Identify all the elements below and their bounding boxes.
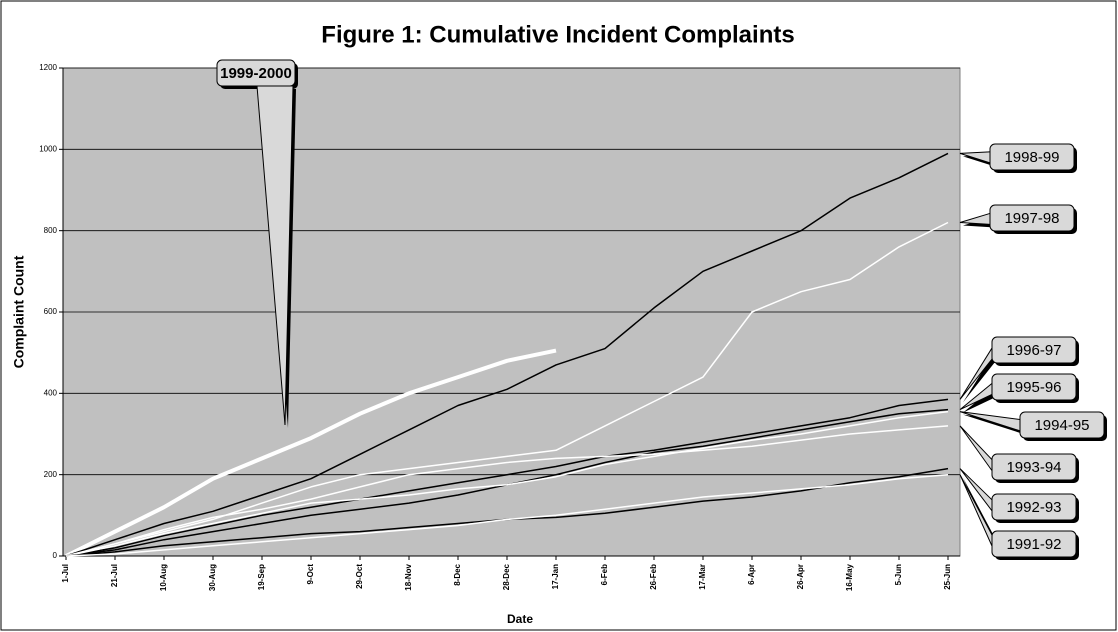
x-tick-label: 18-Nov: [404, 563, 413, 590]
x-tick-label: 6-Feb: [600, 564, 609, 585]
y-axis-label: Complaint Count: [11, 255, 27, 368]
callout-label: 1998-99: [1004, 149, 1059, 166]
y-tick-label: 1000: [39, 144, 57, 153]
callout-label: 1994-95: [1034, 417, 1089, 434]
x-tick-label: 29-Oct: [355, 564, 364, 589]
x-tick-label: 17-Mar: [698, 564, 707, 590]
callout-label: 1996-97: [1006, 342, 1061, 359]
x-tick-label: 21-Jul: [110, 564, 119, 587]
x-tick-label: 8-Dec: [453, 563, 462, 585]
y-tick-label: 600: [44, 307, 58, 316]
x-tick-label: 6-Apr: [747, 564, 756, 585]
x-tick-label: 25-Jun: [943, 564, 952, 590]
x-tick-label: 17-Jan: [551, 564, 560, 589]
x-tick-label: 10-Aug: [159, 564, 168, 591]
callout-box: [991, 530, 1077, 558]
series-line: [65, 425, 949, 557]
series-line: [65, 221, 949, 557]
x-tick-label: 1-Jul: [61, 564, 70, 583]
callout-label: 1995-96: [1006, 379, 1061, 396]
callout-box: [216, 59, 296, 87]
callout-label: 1997-98: [1004, 210, 1059, 227]
callout-pointer: [963, 414, 1025, 435]
series-line: [65, 152, 949, 557]
x-tick-label: 30-Aug: [208, 564, 217, 591]
x-tick-label: 26-Apr: [796, 564, 805, 589]
x-tick-label: 9-Oct: [306, 564, 315, 585]
callout-box: [991, 373, 1077, 401]
callout-box: [989, 204, 1075, 232]
y-tick-label: 200: [44, 470, 58, 479]
callout-pointer: [963, 347, 997, 403]
callout-box: [991, 336, 1077, 364]
x-axis-label: Date: [507, 612, 533, 626]
y-tick-label: 0: [53, 551, 58, 560]
callout-label: 1991-92: [1006, 536, 1061, 553]
callout-label: 1993-94: [1006, 459, 1061, 476]
chart-title: Figure 1: Cumulative Incident Complaints: [321, 21, 794, 48]
x-tick-label: 19-Sep: [257, 564, 266, 590]
callout-label: 1999-2000: [220, 65, 292, 82]
y-tick-label: 800: [44, 226, 58, 235]
x-tick-label: 5-Jun: [894, 564, 903, 585]
series-line: [65, 348, 557, 558]
callout-label: 1992-93: [1006, 499, 1061, 516]
series-line: [65, 410, 949, 557]
series-line: [65, 398, 949, 557]
x-tick-label: 16-May: [845, 563, 854, 591]
callout-box: [1019, 411, 1105, 439]
y-tick-label: 400: [44, 388, 58, 397]
x-tick-label: 26-Feb: [649, 564, 658, 590]
callout-box: [991, 453, 1077, 481]
x-tick-label: 28-Dec: [502, 563, 511, 590]
y-tick-label: 1200: [39, 63, 57, 72]
callout-box: [989, 143, 1075, 171]
callout-box: [991, 493, 1077, 521]
series-line: [65, 473, 949, 557]
